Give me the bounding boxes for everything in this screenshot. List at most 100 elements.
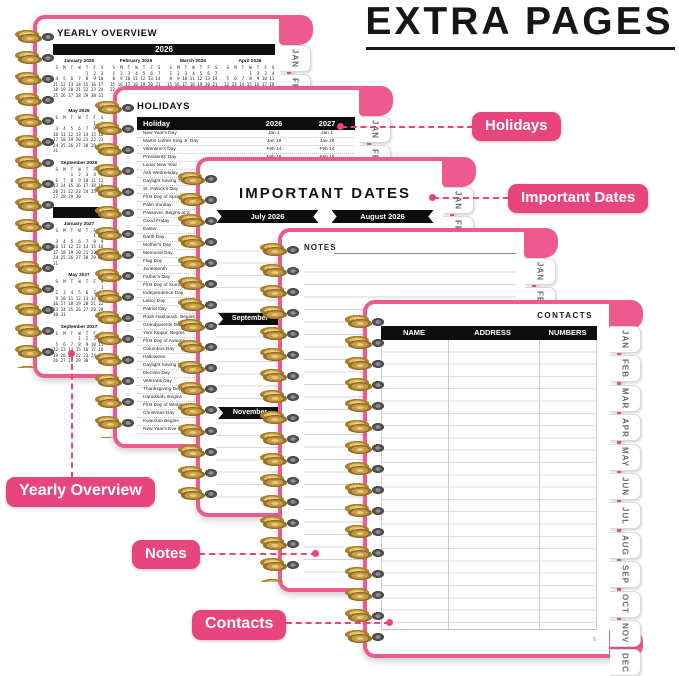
month-tab-column: JAN FEB MAR APR MAY JUN JUL AUG SEP OCT NOV DEC [610, 326, 641, 676]
holiday-row: Martin Luther King Jr. Day Jan 19 Jan 18 [137, 138, 355, 146]
month-tab: OCT [610, 590, 641, 618]
month-tab: JAN [610, 326, 641, 353]
connector-dot-yearly [68, 350, 75, 357]
holiday-date-2026: Jan 19 [266, 139, 282, 144]
holiday-name: Grandparents Day [143, 323, 183, 328]
page-title: EXTRA PAGES [365, 0, 674, 43]
pink-corner-tab [609, 300, 643, 330]
holiday-name: Labor Day [143, 299, 166, 304]
holiday-date-2026: Feb 14 [266, 147, 282, 152]
connector-line-holidays [341, 126, 473, 128]
month-tab: SEP [610, 561, 641, 589]
holiday-name: First Day of Summer [143, 283, 187, 288]
mini-calendar: January 2026 S M T W T F S 1 2 3 4 5 6 7… [53, 59, 105, 98]
mini-calendar-grid: S M T W T F S 1 2 3 4 5 6 7 8 9 10 11 12… [53, 65, 104, 98]
connector-line-important [433, 197, 509, 199]
spiral-coils [177, 167, 221, 507]
holiday-name: Father's Day [143, 275, 171, 280]
holiday-name: Juneteenth [143, 267, 167, 272]
mini-calendar-title: September 2026 [60, 160, 98, 166]
month-tab: MAR [610, 384, 641, 412]
connector-dot-holidays [337, 123, 344, 130]
holiday-name: New Year's Day [143, 131, 177, 136]
holiday-name: Mother's Day [143, 243, 172, 248]
holidays-table-header: Holiday 2026 2027 [137, 117, 355, 130]
holiday-name: Daylight Saving Time [143, 363, 189, 368]
month-tab: DEC [610, 649, 641, 676]
month-tab: FEB [610, 355, 641, 383]
holiday-row: Valentine's Day Feb 14 Feb 14 [137, 146, 355, 154]
notes-title-underline [334, 253, 516, 254]
page-number: 5 [593, 637, 596, 643]
month-tab: APR [610, 414, 641, 442]
month-tab: JAN [525, 258, 556, 285]
connector-line-contacts [286, 622, 390, 624]
mini-calendar-title: March 2026 [179, 59, 207, 64]
holiday-name: Good Friday [143, 219, 170, 224]
holiday-name: Rosh Hashanah, Begins [143, 315, 195, 320]
holiday-name: Yom Kippur, Begins [143, 331, 185, 336]
holiday-name: New Year's Eve [143, 427, 177, 432]
col-holiday: Holiday [143, 119, 171, 128]
pink-corner-tab [442, 157, 476, 187]
important-dates-title: IMPORTANT DATES [239, 185, 411, 202]
month-ribbon-row: July 2026 August 2026 [200, 210, 450, 223]
pink-corner-tab [524, 228, 558, 258]
col-address: ADDRESS [474, 328, 511, 337]
mini-calendar-title: January 2026 [63, 59, 95, 64]
holiday-name: First Day of Spring [143, 195, 183, 200]
mini-calendar-title: September 2027 [60, 324, 98, 330]
col-2026: 2026 [265, 119, 283, 128]
holiday-name: Passover, Begins at S [143, 211, 190, 216]
holiday-name: Independence Day [143, 291, 184, 296]
contacts-page: JAN FEB MAR APR MAY JUN JUL AUG SEP OCT NOV DEC CON… [344, 300, 643, 676]
pink-corner-tab [279, 15, 313, 45]
holiday-name: Lunar New Year [143, 163, 178, 168]
holiday-name: Valentine's Day [143, 147, 176, 152]
spiral-coils [94, 96, 138, 438]
holiday-name: Columbus Day [143, 347, 175, 352]
col-numbers: NUMBERS [548, 328, 587, 337]
contacts-title: CONTACTS [537, 311, 593, 320]
holiday-date-2027: Jan 1 [321, 131, 333, 136]
yearly-overview-label: Yearly Overview [6, 477, 155, 507]
holidays-label: Holidays [472, 112, 561, 141]
connector-line-yearly [71, 354, 73, 478]
month-ribbon: August 2026 [331, 210, 434, 223]
month-tab: NOV [610, 619, 641, 647]
holiday-name: St. Patrick's Day [143, 187, 179, 192]
holiday-name: Presidents' Day [143, 155, 177, 160]
holiday-name: Hanukkah, Begins [143, 395, 182, 400]
month-tab: JUN [610, 472, 641, 500]
mini-calendar-title: April 2026 [238, 59, 262, 64]
contacts-table-header: NAME ADDRESS NUMBERS [381, 326, 597, 340]
spiral-coils [14, 25, 58, 368]
holiday-name: Memorial Day [143, 251, 173, 256]
spiral-coils [344, 310, 388, 648]
holiday-name: Flag Day [143, 259, 163, 264]
yearly-overview-title: YEARLY OVERVIEW [57, 28, 158, 39]
pink-corner-tab [359, 86, 393, 116]
holiday-name: First Day of Winter [143, 403, 183, 408]
notes-label: Notes [132, 540, 200, 569]
contacts-table-body [381, 340, 597, 630]
col-name: NAME [402, 328, 426, 337]
holiday-name: Halloween [143, 355, 166, 360]
month-tab: MAY [610, 443, 641, 471]
holiday-name: Christmas Day [143, 411, 175, 416]
mini-calendar-title: May 2026 [68, 109, 90, 114]
holiday-name: Ash Wednesday [143, 171, 178, 176]
mini-calendar-title: February 2026 [119, 59, 153, 64]
connector-dot-notes [312, 550, 319, 557]
holiday-name: First Day of Autumn [143, 339, 186, 344]
year-2026-banner: 2026 [53, 44, 275, 55]
holiday-name: Veterans Day [143, 379, 172, 384]
holiday-name: Earth Day [143, 235, 165, 240]
mini-calendar-title: May 2027 [68, 273, 90, 278]
mini-calendar-title: January 2027 [63, 221, 95, 227]
holiday-date-2026: Jan 1 [268, 131, 280, 136]
holiday-name: Daylight Saving Time [143, 179, 189, 184]
month-tab: AUG [610, 531, 641, 559]
holiday-name: Martin Luther King Jr. Day [143, 139, 199, 144]
spiral-coils [259, 238, 303, 582]
